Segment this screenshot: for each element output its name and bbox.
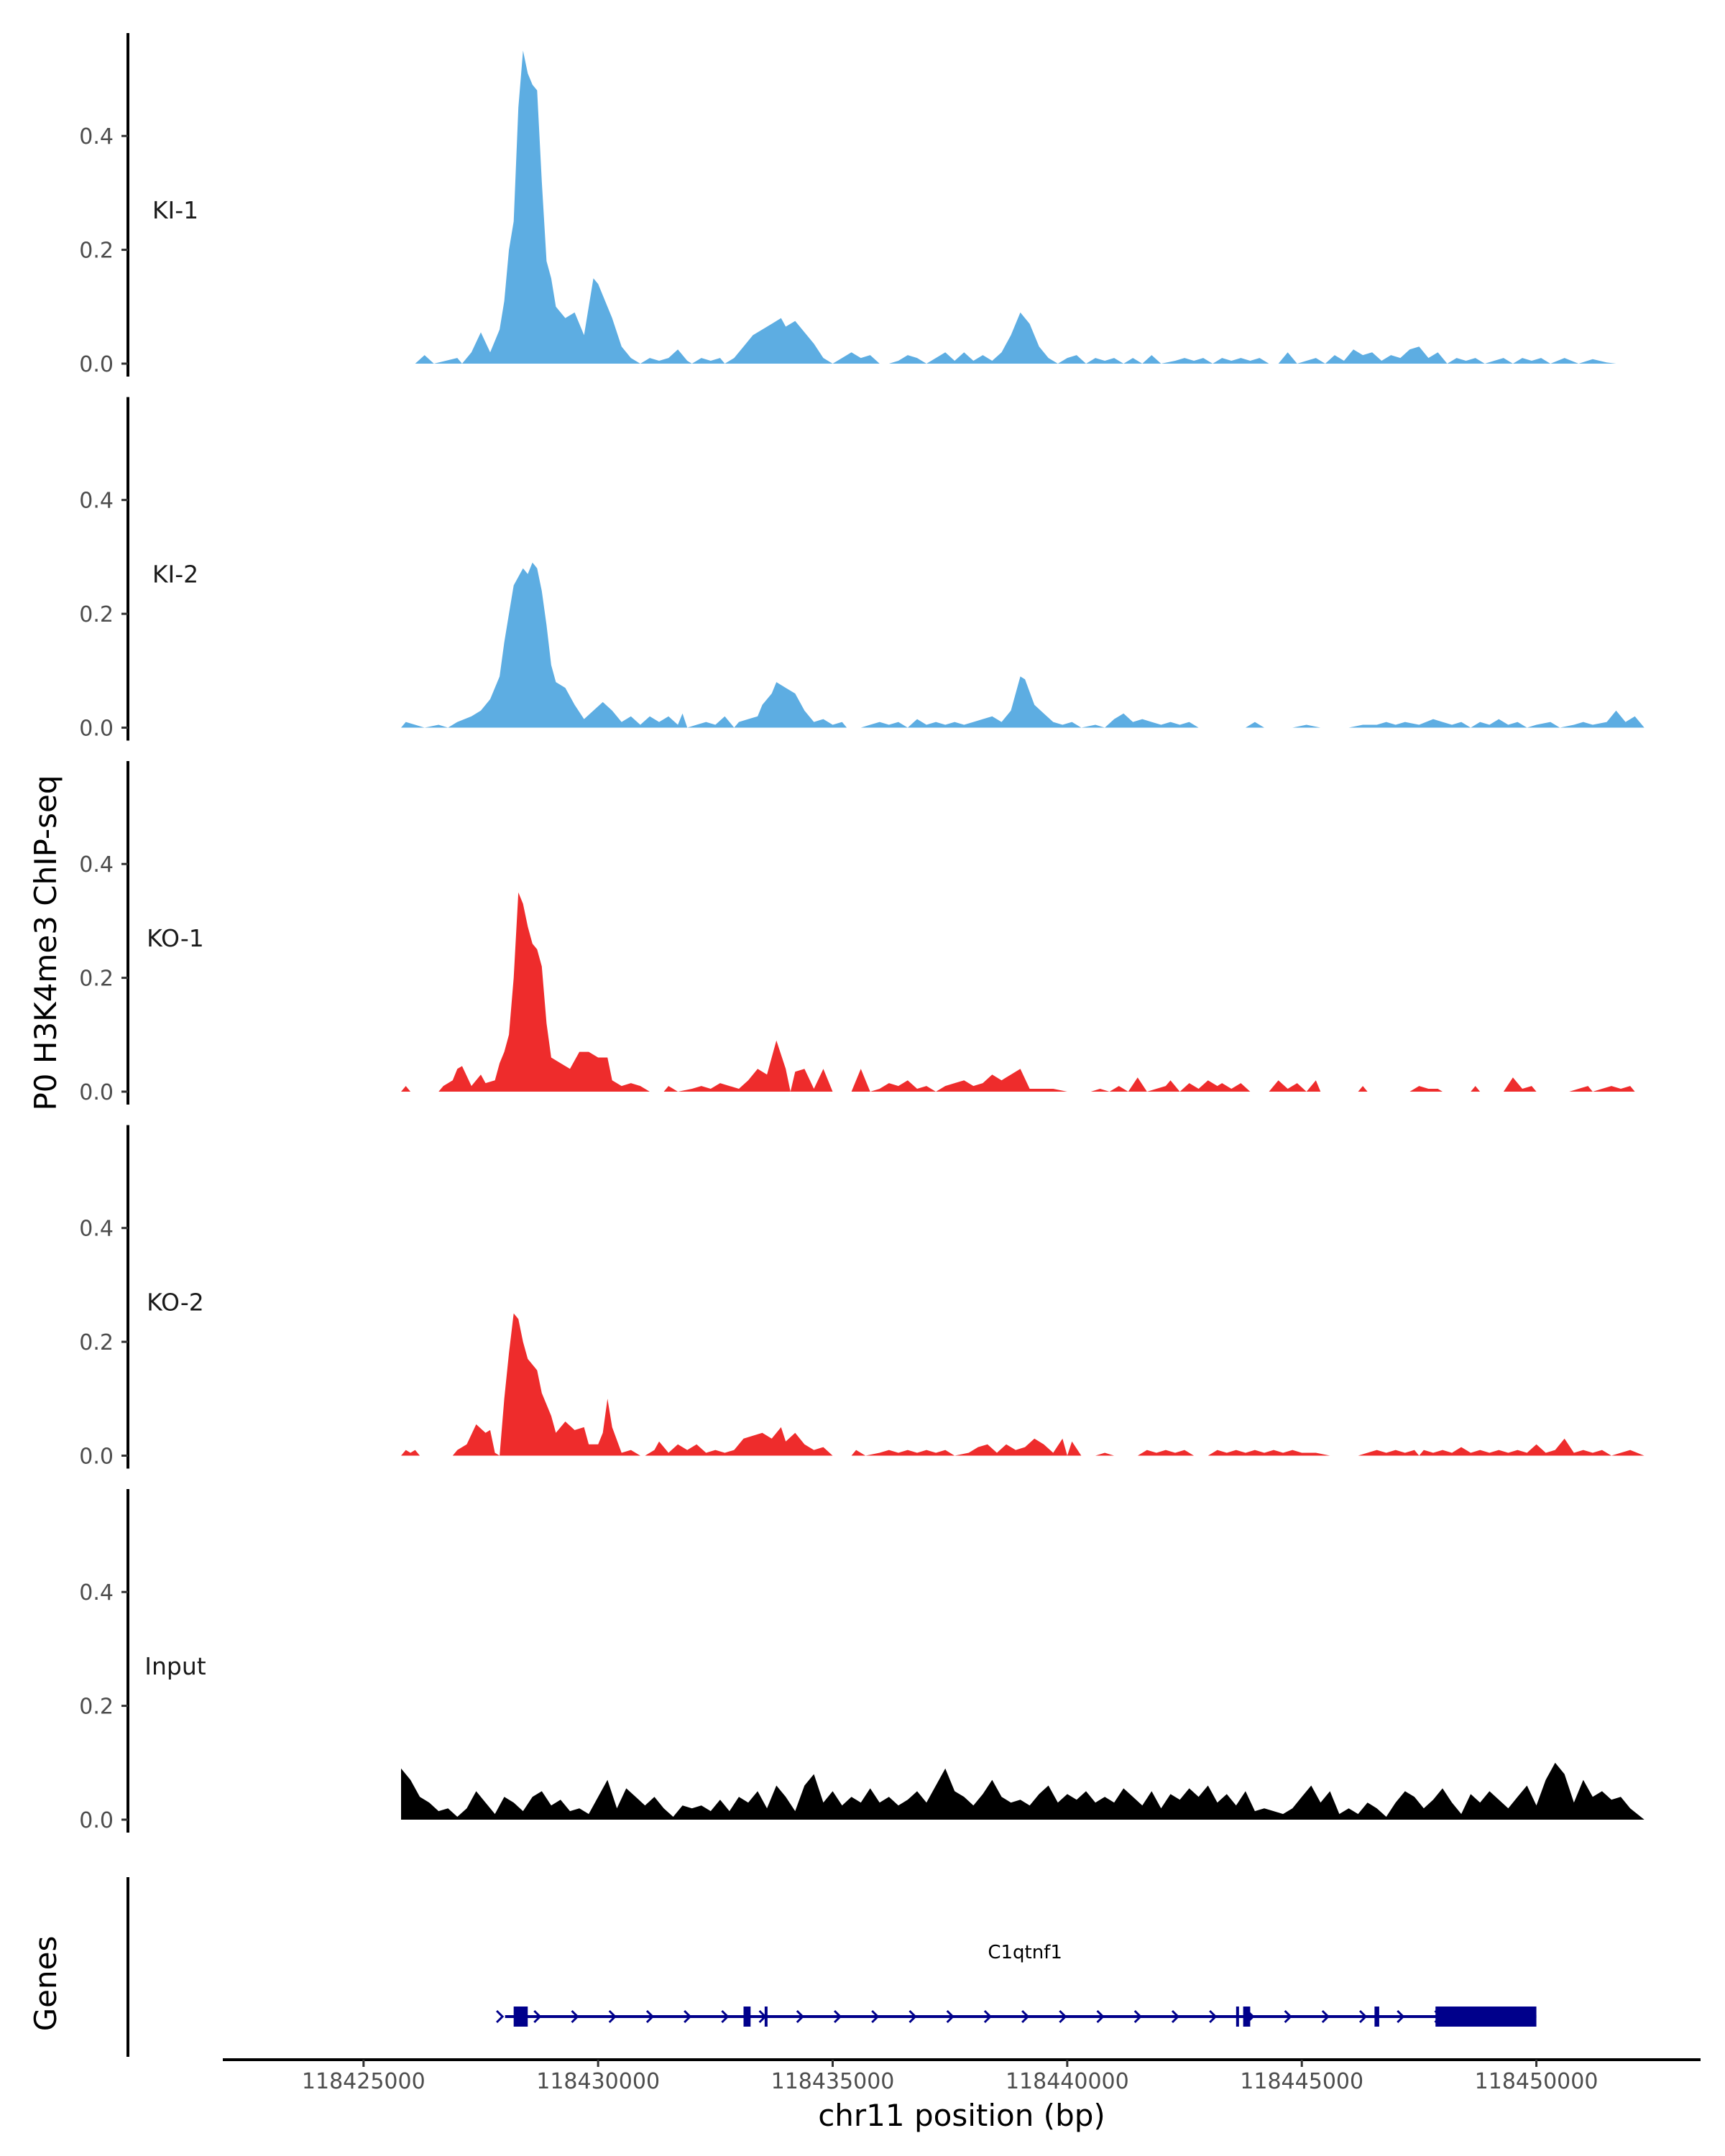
track-label: Input <box>144 1652 206 1680</box>
signal-area-ki-1 <box>415 50 1616 364</box>
y-tick-label: 0.2 <box>79 1330 114 1355</box>
x-tick-label: 118440000 <box>1006 2069 1129 2094</box>
strand-arrow-icon <box>533 2009 542 2024</box>
x-tick-label: 118445000 <box>1240 2069 1363 2094</box>
strand-arrow-icon <box>1059 2009 1067 2024</box>
y-tick-label: 0.0 <box>79 717 114 742</box>
strand-arrow-icon <box>871 2009 880 2024</box>
x-tick-label: 118450000 <box>1475 2069 1598 2094</box>
track-label: KO-1 <box>147 924 204 952</box>
y-tick-label: 0.4 <box>79 852 114 877</box>
gene-exon <box>743 2007 751 2027</box>
y-tick-label: 0.4 <box>79 1217 114 1242</box>
y-tick-label: 0.2 <box>79 239 114 264</box>
signal-area-ko-1 <box>401 892 1635 1092</box>
strand-arrow-icon <box>1133 2009 1142 2024</box>
strand-arrow-icon <box>721 2009 730 2024</box>
y-tick-label: 0.4 <box>79 1580 114 1606</box>
strand-arrow-icon <box>833 2009 842 2024</box>
track-ki-1: 0.0 0.2 0.4 KI-1 <box>79 33 1616 377</box>
y-tick-label: 0.0 <box>79 1808 114 1833</box>
track-ki-2: 0.0 0.2 0.4 KI-2 <box>79 397 1644 742</box>
strand-arrow-icon <box>946 2009 954 2024</box>
gene-exon <box>1435 2007 1537 2027</box>
strand-arrow-icon <box>1321 2009 1330 2024</box>
strand-arrow-icon <box>1358 2009 1368 2024</box>
y-tick-label: 0.2 <box>79 967 114 992</box>
strand-arrow-icon <box>796 2009 804 2024</box>
strand-arrow-icon <box>1397 2009 1405 2024</box>
track-ko-2: 0.0 0.2 0.4 KO-2 <box>79 1125 1644 1470</box>
x-tick-label: 118435000 <box>771 2069 895 2094</box>
x-tick-label: 118430000 <box>536 2069 660 2094</box>
track-label: KO-2 <box>147 1289 204 1317</box>
strand-arrow-icon <box>1021 2009 1030 2024</box>
strand-arrow-icon <box>908 2009 917 2024</box>
strand-arrow-icon <box>645 2009 655 2024</box>
gene-exon <box>1236 2007 1239 2027</box>
gene-exon <box>513 2007 528 2027</box>
gene-panel-title: Genes <box>28 1936 63 2032</box>
y-tick-label: 0.0 <box>79 352 114 377</box>
track-label: KI-2 <box>152 561 198 589</box>
y-tick-label: 0.0 <box>79 1445 114 1470</box>
y-tick-label: 0.2 <box>79 602 114 627</box>
track-ko-1: 0.0 0.2 0.4 KO-1 <box>79 761 1635 1105</box>
strand-arrow-icon <box>1209 2009 1218 2024</box>
track-label: KI-1 <box>152 196 198 224</box>
signal-area-input <box>401 1762 1644 1820</box>
gene-panel: C1qtnf1 <box>126 1877 1537 2057</box>
y-tick-label: 0.4 <box>79 489 114 514</box>
x-tick-label: 118425000 <box>302 2069 426 2094</box>
signal-area-ko-2 <box>401 1313 1644 1456</box>
gene-name-label: C1qtnf1 <box>988 1942 1062 1963</box>
signal-tracks: 0.00.20.4KI-10.00.20.4KI-20.00.20.4KO-10… <box>79 33 1644 1833</box>
track-input: 0.0 0.2 0.4 Input <box>79 1489 1644 1833</box>
strand-arrow-icon <box>608 2009 617 2024</box>
strand-arrow-icon <box>684 2009 692 2024</box>
strand-arrow-icon <box>1284 2009 1292 2024</box>
x-axis: 118425000 118430000 118435000 118440000 1184… <box>223 2058 1701 2094</box>
y-tick-label: 0.4 <box>79 124 114 149</box>
y-axis-title: P0 H3K4me3 ChIP-seq <box>28 775 63 1110</box>
strand-arrow-icon <box>496 2009 505 2024</box>
y-tick-label: 0.0 <box>79 1080 114 1105</box>
gene-exon <box>1374 2007 1379 2027</box>
strand-arrow-icon <box>1171 2009 1180 2024</box>
strand-arrow-icon <box>571 2009 579 2024</box>
strand-arrow-icon <box>1096 2009 1105 2024</box>
signal-area-ki-2 <box>401 562 1644 728</box>
y-tick-label: 0.2 <box>79 1695 114 1720</box>
x-axis-title: chr11 position (bp) <box>818 2098 1105 2133</box>
strand-arrow-icon <box>983 2009 993 2024</box>
gene-exon <box>1243 2007 1251 2027</box>
gene-exon <box>764 2007 768 2027</box>
